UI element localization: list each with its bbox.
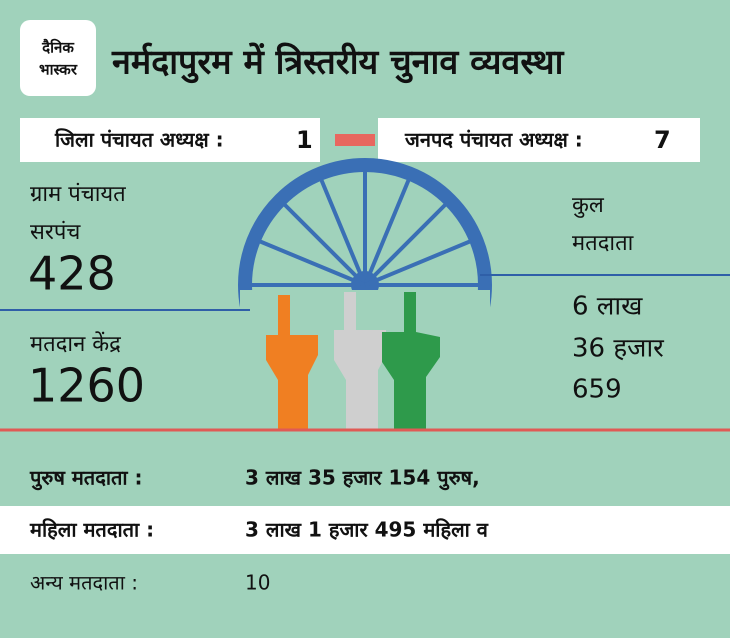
post-box — [378, 118, 700, 162]
logo-text: भास्कर — [39, 61, 78, 79]
separator — [335, 134, 375, 146]
post-label: जनपद पंचायत अध्यक्ष : — [404, 128, 583, 152]
row-value: 3 लाख 1 हजार 495 महिला व — [245, 518, 489, 542]
row-value: 10 — [245, 571, 270, 595]
stat-value: 1260 — [28, 359, 145, 413]
stat-value: 36 हजार — [572, 334, 665, 364]
post-count: 7 — [654, 126, 671, 154]
illustration — [238, 158, 492, 430]
row-label: पुरुष मतदाता : — [29, 466, 143, 491]
row-value: 3 लाख 35 हजार 154 पुरुष, — [245, 466, 480, 491]
post-label: जिला पंचायत अध्यक्ष : — [54, 128, 224, 152]
post-box — [20, 118, 320, 162]
row-band — [0, 506, 730, 554]
row-label: अन्य मतदाता : — [30, 571, 138, 595]
stat-value: 659 — [572, 375, 622, 405]
stat-label: सरपंच — [30, 220, 81, 245]
stat-label: कुल — [572, 193, 605, 218]
stat-label: ग्राम पंचायत — [30, 182, 126, 207]
stat-value: 6 लाख — [572, 292, 643, 322]
stat-value: 428 — [28, 247, 116, 301]
stat-label: मतदाता — [572, 231, 634, 256]
stat-label: मतदान केंद्र — [30, 331, 121, 357]
title: नर्मदापुरम में त्रिस्तरीय चुनाव व्यवस्था — [111, 42, 565, 84]
logo-box — [20, 20, 96, 96]
logo-text: दैनिक — [41, 39, 75, 57]
row-label: महिला मतदाता : — [29, 518, 154, 542]
post-count: 1 — [296, 126, 313, 154]
